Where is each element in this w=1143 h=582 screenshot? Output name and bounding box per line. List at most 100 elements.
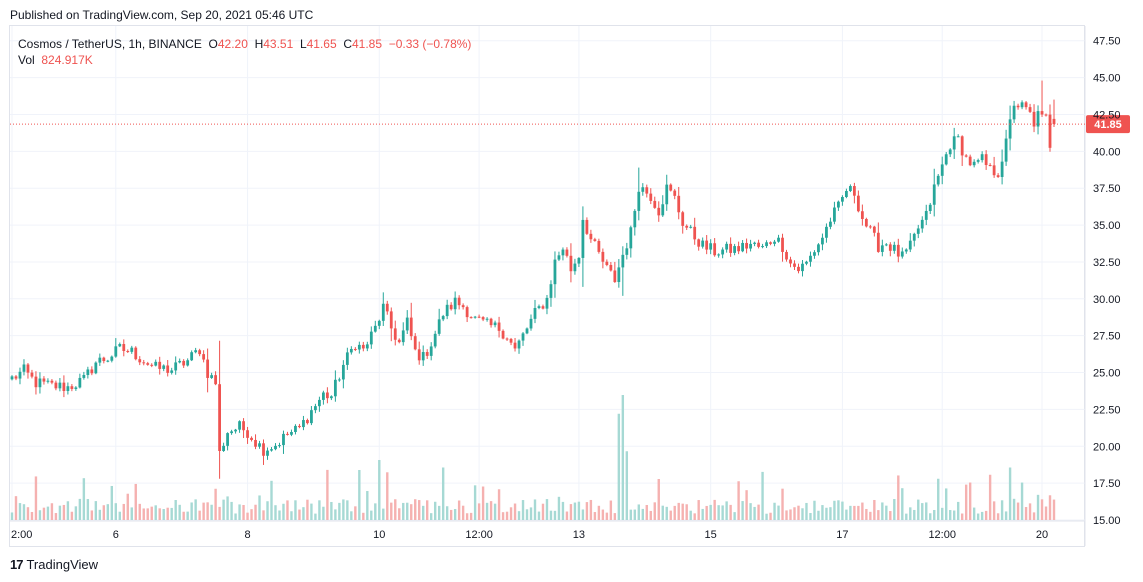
- candle-body: [561, 249, 565, 256]
- volume-label[interactable]: Vol: [18, 53, 35, 67]
- candle: [781, 233, 784, 262]
- candle-body: [661, 204, 665, 216]
- candle: [669, 183, 673, 192]
- volume-bar: [370, 510, 373, 520]
- volume-bar: [194, 499, 197, 520]
- candle: [46, 378, 50, 384]
- candle: [1052, 99, 1056, 128]
- candle-body: [102, 357, 106, 362]
- tradingview-logo[interactable]: 17 TradingView: [10, 557, 98, 572]
- candle: [318, 396, 321, 412]
- candle: [769, 241, 772, 246]
- candle-body: [753, 242, 756, 244]
- candle: [952, 127, 956, 159]
- candle-body: [645, 187, 649, 194]
- close-value: 41.85: [352, 37, 383, 51]
- volume-bar: [1052, 499, 1056, 520]
- candle: [377, 319, 381, 330]
- candle-body: [992, 165, 996, 176]
- volume-bar: [1008, 467, 1012, 520]
- candle-body: [984, 154, 988, 166]
- candle: [856, 190, 860, 213]
- candle: [533, 299, 537, 324]
- time-tick-label: 20: [1036, 529, 1048, 541]
- candle: [30, 369, 34, 379]
- volume-bar: [573, 502, 577, 520]
- candle-body: [246, 430, 249, 438]
- candle: [645, 184, 649, 198]
- candle: [50, 379, 54, 385]
- candle: [489, 317, 493, 328]
- candle: [944, 151, 948, 166]
- candle-body: [238, 421, 241, 430]
- volume-bar: [86, 499, 90, 520]
- candle-body: [449, 304, 453, 310]
- candle-body: [805, 261, 808, 264]
- candle-body: [713, 243, 717, 256]
- candle: [385, 300, 389, 315]
- candle: [174, 356, 178, 375]
- volume-bar: [1036, 494, 1040, 520]
- candle: [545, 294, 549, 315]
- volume-bar: [210, 504, 213, 520]
- candle: [657, 201, 661, 222]
- volume-bar: [366, 491, 369, 520]
- candle-body: [900, 251, 904, 257]
- candle: [637, 167, 641, 221]
- candle: [453, 291, 457, 315]
- volume-bar: [374, 503, 377, 520]
- candle-body: [856, 195, 860, 212]
- candle: [258, 440, 261, 449]
- volume-bar: [777, 505, 780, 520]
- candle: [461, 303, 465, 310]
- volume-bar: [477, 503, 481, 520]
- volume-bar: [913, 509, 916, 520]
- volume-bar: [350, 511, 353, 520]
- candles: [10, 80, 1056, 479]
- candle: [605, 259, 609, 267]
- candle-body: [46, 380, 50, 382]
- symbol-label[interactable]: Cosmos / TetherUS, 1h, BINANCE: [18, 37, 202, 51]
- candle-body: [1028, 107, 1032, 112]
- volume-bar: [897, 475, 900, 520]
- candle-body: [617, 267, 621, 283]
- candle-body: [130, 347, 134, 352]
- candle-body: [62, 382, 66, 391]
- volume-bar: [126, 493, 129, 520]
- candle: [158, 356, 162, 375]
- volume-bar: [258, 495, 261, 520]
- candle: [797, 263, 800, 274]
- candle: [904, 248, 908, 254]
- time-tick-label: 13: [573, 529, 585, 541]
- candle-body: [218, 384, 221, 451]
- volume-bar: [266, 501, 269, 520]
- volume-bar: [597, 505, 601, 520]
- candle: [218, 340, 221, 479]
- candle-body: [681, 212, 685, 226]
- candle-body: [306, 420, 309, 424]
- candle-body: [302, 420, 305, 428]
- candle-body: [66, 386, 70, 391]
- volume-bar: [621, 395, 625, 520]
- candle: [74, 386, 78, 391]
- candle-body: [553, 259, 557, 285]
- candle: [501, 329, 505, 340]
- volume-bar: [250, 509, 253, 520]
- volume-bar: [485, 502, 489, 520]
- candle: [198, 348, 202, 357]
- volume-bar: [1028, 503, 1032, 520]
- volume-bar: [429, 513, 433, 520]
- volume-bar: [889, 511, 892, 520]
- volume-bar: [649, 510, 652, 520]
- close-label: C: [343, 37, 352, 51]
- volume-bar: [290, 511, 293, 520]
- candle: [306, 418, 309, 425]
- volume-bar: [102, 505, 106, 520]
- candle: [757, 239, 760, 249]
- volume-bar: [817, 510, 820, 520]
- candle: [1044, 113, 1048, 117]
- volume-bar: [390, 502, 393, 520]
- candle-body: [888, 244, 892, 251]
- volume-bar: [637, 504, 640, 520]
